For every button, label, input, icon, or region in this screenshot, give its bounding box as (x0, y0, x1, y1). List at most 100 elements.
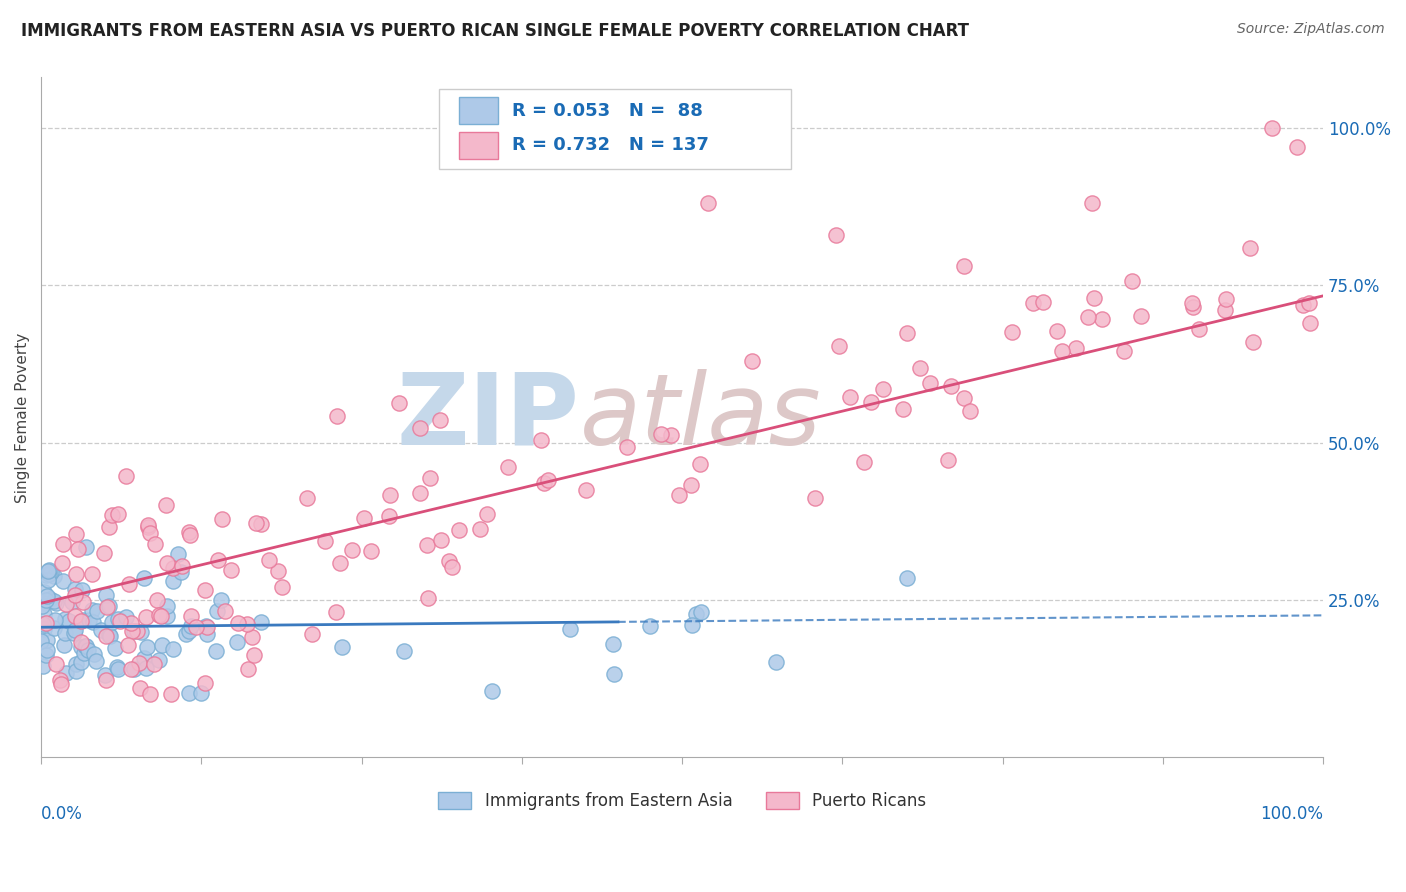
Point (496, 460, 519, 475)
Point (100, 508, 122, 522)
Point (44, 613, 66, 627)
Point (211, 512, 233, 526)
Point (952, 392, 974, 406)
Point (195, 627, 218, 641)
Y-axis label: Single Female Poverty: Single Female Poverty (15, 333, 30, 502)
Point (378, 488, 401, 502)
Point (38, 563, 60, 577)
Point (39, 592, 62, 607)
Text: ZIP: ZIP (396, 369, 579, 466)
Point (685, 607, 707, 621)
Point (107, 662, 129, 676)
Point (49, 677, 72, 691)
Point (96, 600, 118, 615)
Point (66, 542, 89, 557)
Point (250, 615, 273, 629)
Point (416, 591, 439, 605)
Point (90, 623, 112, 637)
Point (243, 648, 266, 662)
Point (1022, 296, 1045, 310)
Point (156, 609, 179, 624)
Point (129, 681, 152, 696)
Point (104, 640, 127, 655)
FancyBboxPatch shape (439, 89, 792, 169)
Point (84, 654, 107, 668)
Point (325, 606, 347, 620)
Point (156, 557, 179, 571)
Point (65, 566, 87, 581)
Point (162, 574, 184, 589)
Point (75, 639, 97, 653)
Point (1181, 296, 1204, 310)
Point (32, 659, 55, 673)
Point (340, 542, 363, 557)
Point (177, 686, 200, 700)
Point (31, 599, 53, 614)
Point (135, 610, 157, 624)
Point (530, 433, 553, 447)
Point (661, 428, 683, 442)
Point (270, 580, 292, 594)
Point (267, 565, 290, 579)
Point (681, 618, 703, 632)
Point (35, 568, 58, 582)
Point (825, 227, 848, 242)
Point (205, 604, 228, 618)
Point (146, 593, 169, 607)
Point (859, 395, 882, 409)
Point (60, 595, 83, 609)
Point (449, 524, 471, 538)
Point (65, 582, 87, 596)
Point (249, 516, 271, 531)
Point (162, 642, 184, 657)
Point (63, 625, 86, 640)
Point (477, 507, 499, 521)
Point (194, 582, 217, 597)
FancyBboxPatch shape (458, 132, 498, 159)
Point (98, 520, 121, 534)
Point (828, 339, 851, 353)
Point (152, 638, 174, 652)
Point (162, 561, 184, 575)
Point (1121, 274, 1143, 288)
Point (668, 488, 690, 502)
Point (938, 452, 960, 467)
Point (134, 651, 156, 665)
Point (240, 630, 263, 644)
Point (1001, 325, 1024, 339)
Point (409, 421, 432, 435)
Point (52, 574, 75, 588)
Point (1046, 325, 1069, 339)
Point (207, 553, 229, 567)
Point (117, 638, 139, 652)
Point (148, 608, 170, 623)
Text: atlas: atlas (579, 369, 821, 466)
Point (75, 639, 97, 653)
Point (129, 625, 152, 640)
Point (32, 596, 55, 610)
Point (330, 640, 353, 654)
Point (155, 499, 177, 513)
Point (1032, 295, 1054, 310)
Point (209, 592, 232, 607)
Point (97, 599, 120, 614)
Point (186, 620, 208, 634)
Point (63, 624, 86, 638)
Point (51, 556, 73, 570)
Point (190, 686, 212, 700)
Point (86, 604, 108, 618)
Point (419, 471, 441, 485)
Point (94, 629, 117, 643)
Point (325, 409, 347, 424)
Point (1083, 291, 1105, 305)
Point (295, 491, 318, 505)
Point (353, 511, 375, 525)
Point (120, 615, 142, 630)
Point (70, 583, 93, 598)
Point (616, 441, 638, 455)
Point (63, 609, 86, 624)
Point (32, 585, 55, 599)
Point (35, 592, 58, 607)
Point (145, 537, 167, 551)
Point (1188, 322, 1211, 336)
